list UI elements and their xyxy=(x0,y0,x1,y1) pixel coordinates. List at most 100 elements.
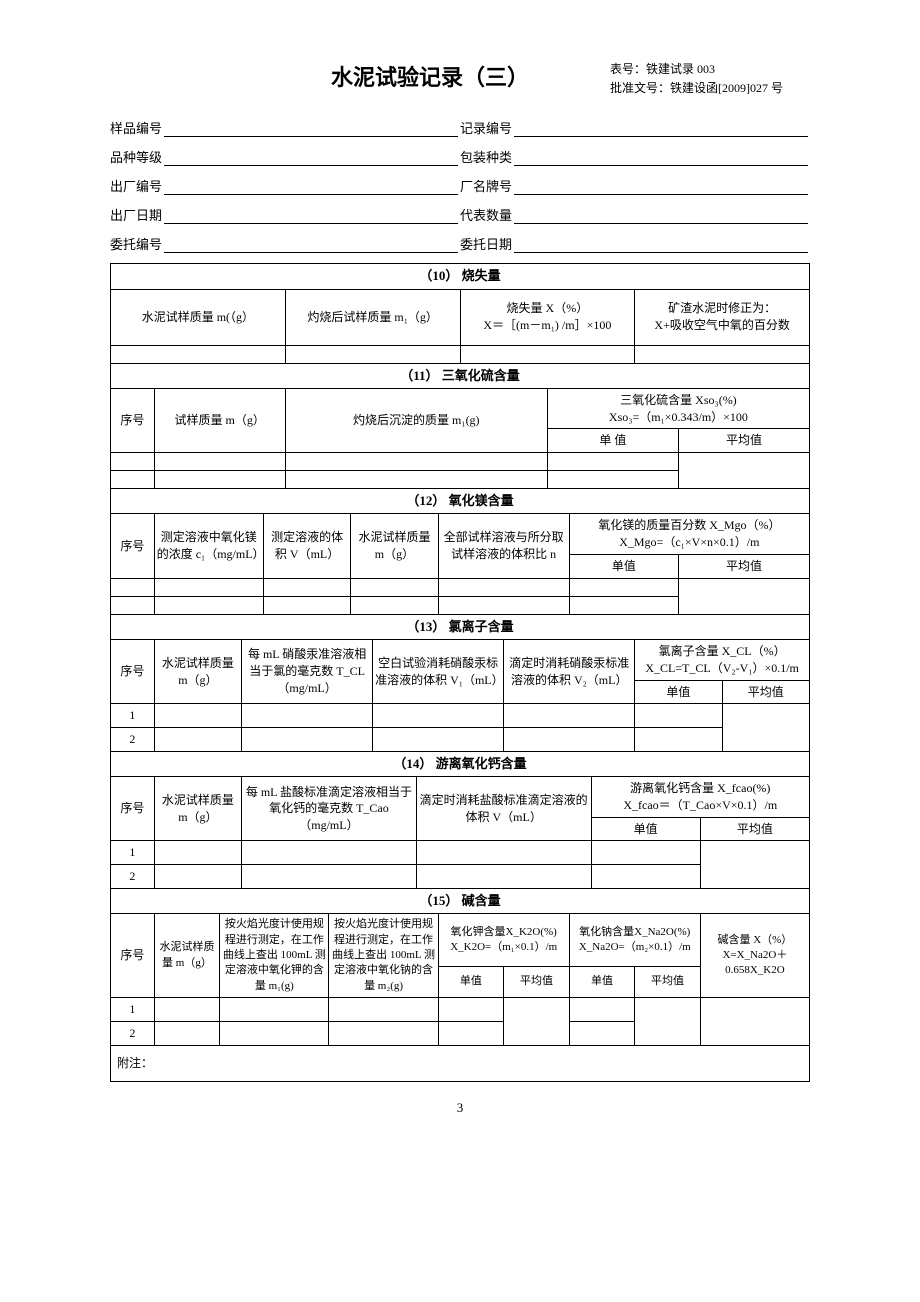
cell[interactable] xyxy=(416,865,591,889)
cell[interactable] xyxy=(504,704,635,728)
cell[interactable] xyxy=(242,728,373,752)
cell[interactable] xyxy=(263,578,350,596)
cell[interactable] xyxy=(154,453,285,471)
cell[interactable] xyxy=(111,596,155,614)
cell[interactable] xyxy=(504,728,635,752)
cell[interactable] xyxy=(569,596,678,614)
cell[interactable] xyxy=(154,578,263,596)
cell[interactable] xyxy=(438,578,569,596)
cell[interactable] xyxy=(416,841,591,865)
cell[interactable] xyxy=(242,841,417,865)
cell[interactable] xyxy=(351,596,438,614)
s12-title: （12） 氧化镁含量 xyxy=(111,489,810,514)
cell[interactable] xyxy=(678,578,809,614)
meta-input-line[interactable] xyxy=(514,176,808,195)
s15-c5: 氧化钠含量X_Na2O(%) X_Na2O=（m₂×0.1）/m xyxy=(569,914,700,967)
meta-label: 委托编号 xyxy=(110,234,162,253)
s12-c4: 全部试样溶液与所分取试样溶液的体积比 n xyxy=(438,514,569,578)
cell[interactable] xyxy=(591,865,700,889)
cell[interactable] xyxy=(242,704,373,728)
cell[interactable] xyxy=(569,578,678,596)
cell[interactable] xyxy=(438,596,569,614)
cell[interactable] xyxy=(635,998,701,1046)
cell[interactable] xyxy=(700,998,809,1046)
cell[interactable] xyxy=(220,1022,329,1046)
meta-item: 委托日期 xyxy=(460,234,810,253)
cell[interactable] xyxy=(285,471,547,489)
s10-v2[interactable] xyxy=(285,345,460,363)
cell[interactable] xyxy=(154,596,263,614)
cell[interactable] xyxy=(547,453,678,471)
s10-v3[interactable] xyxy=(460,345,635,363)
meta-input-line[interactable] xyxy=(514,118,808,137)
cell[interactable] xyxy=(438,998,504,1022)
meta-input-line[interactable] xyxy=(164,176,458,195)
meta-input-line[interactable] xyxy=(514,205,808,224)
s13-c4: 滴定时消耗硝酸汞标准溶液的体积 V₂（mL） xyxy=(504,639,635,703)
cell[interactable] xyxy=(438,1022,504,1046)
s12-avg: 平均值 xyxy=(678,554,809,578)
s11-sv: 单 值 xyxy=(547,429,678,453)
s14-c3: 滴定时消耗盐酸标准滴定溶液的体积 V（mL） xyxy=(416,777,591,841)
cell[interactable] xyxy=(635,704,722,728)
cell[interactable] xyxy=(547,471,678,489)
s14-title: （14） 游离氧化钙含量 xyxy=(111,751,810,776)
meta-input-line[interactable] xyxy=(164,234,458,253)
cell[interactable] xyxy=(635,728,722,752)
s14-seq: 序号 xyxy=(111,777,155,841)
cell[interactable] xyxy=(373,704,504,728)
s14-sv: 单值 xyxy=(591,817,700,841)
cell[interactable] xyxy=(700,841,809,889)
cell[interactable] xyxy=(285,453,547,471)
meta-block: 样品编号记录编号品种等级包装种类出厂编号厂名牌号出厂日期代表数量委托编号委托日期 xyxy=(110,118,810,253)
cell[interactable] xyxy=(111,578,155,596)
s15-c3: 按火焰光度计使用规程进行测定，在工作曲线上查出 100mL 测定溶液中氧化钠的含… xyxy=(329,914,438,998)
meta-input-line[interactable] xyxy=(164,147,458,166)
cell[interactable] xyxy=(329,1022,438,1046)
cell[interactable] xyxy=(111,453,155,471)
cell[interactable] xyxy=(569,1022,635,1046)
cell[interactable] xyxy=(154,841,241,865)
s11-c3: 三氧化硫含量 Xso₃(%) Xso₃=（m₁×0.343/m）×100 xyxy=(547,388,809,429)
cell[interactable] xyxy=(591,841,700,865)
meta-label: 代表数量 xyxy=(460,205,512,224)
meta-input-line[interactable] xyxy=(514,234,808,253)
page-number: 3 xyxy=(110,1100,810,1116)
meta-input-line[interactable] xyxy=(514,147,808,166)
cell[interactable] xyxy=(154,704,241,728)
meta-input-line[interactable] xyxy=(164,118,458,137)
s10-c2: 灼烧后试样质量 m₁（g） xyxy=(285,289,460,345)
footnote: 附注： xyxy=(111,1045,810,1081)
meta-item: 代表数量 xyxy=(460,205,810,224)
cell[interactable] xyxy=(154,471,285,489)
cell[interactable] xyxy=(220,998,329,1022)
cell[interactable] xyxy=(569,998,635,1022)
s10-v4[interactable] xyxy=(635,345,810,363)
page-title: 水泥试验记录（三） xyxy=(110,60,610,92)
cell[interactable] xyxy=(373,728,504,752)
cell[interactable] xyxy=(678,453,809,489)
cell[interactable] xyxy=(154,728,241,752)
cell[interactable] xyxy=(154,865,241,889)
s13-avg: 平均值 xyxy=(722,680,809,704)
cell[interactable] xyxy=(263,596,350,614)
s15-sv2: 单值 xyxy=(569,966,635,997)
header-block: 水泥试验记录（三） 表号：铁建试录 003 批准文号：铁建设函[2009]027… xyxy=(110,60,810,98)
cell[interactable] xyxy=(722,704,809,752)
meta-input-line[interactable] xyxy=(164,205,458,224)
s10-v1[interactable] xyxy=(111,345,286,363)
cell[interactable] xyxy=(504,998,570,1046)
s10-c3: 烧失量 X（%） X＝［(m－m₁) /m］×100 xyxy=(460,289,635,345)
s15-avg1: 平均值 xyxy=(504,966,570,997)
cell[interactable] xyxy=(154,1022,220,1046)
s11-title: （11） 三氧化硫含量 xyxy=(111,363,810,388)
cell[interactable] xyxy=(242,865,417,889)
s13-r1: 1 xyxy=(111,704,155,728)
cell[interactable] xyxy=(154,998,220,1022)
s13-r2: 2 xyxy=(111,728,155,752)
s15-c2: 按火焰光度计使用规程进行测定，在工作曲线上查出 100mL 测定溶液中氧化钾的含… xyxy=(220,914,329,998)
cell[interactable] xyxy=(351,578,438,596)
cell[interactable] xyxy=(329,998,438,1022)
cell[interactable] xyxy=(111,471,155,489)
s15-title: （15） 碱含量 xyxy=(111,889,810,914)
